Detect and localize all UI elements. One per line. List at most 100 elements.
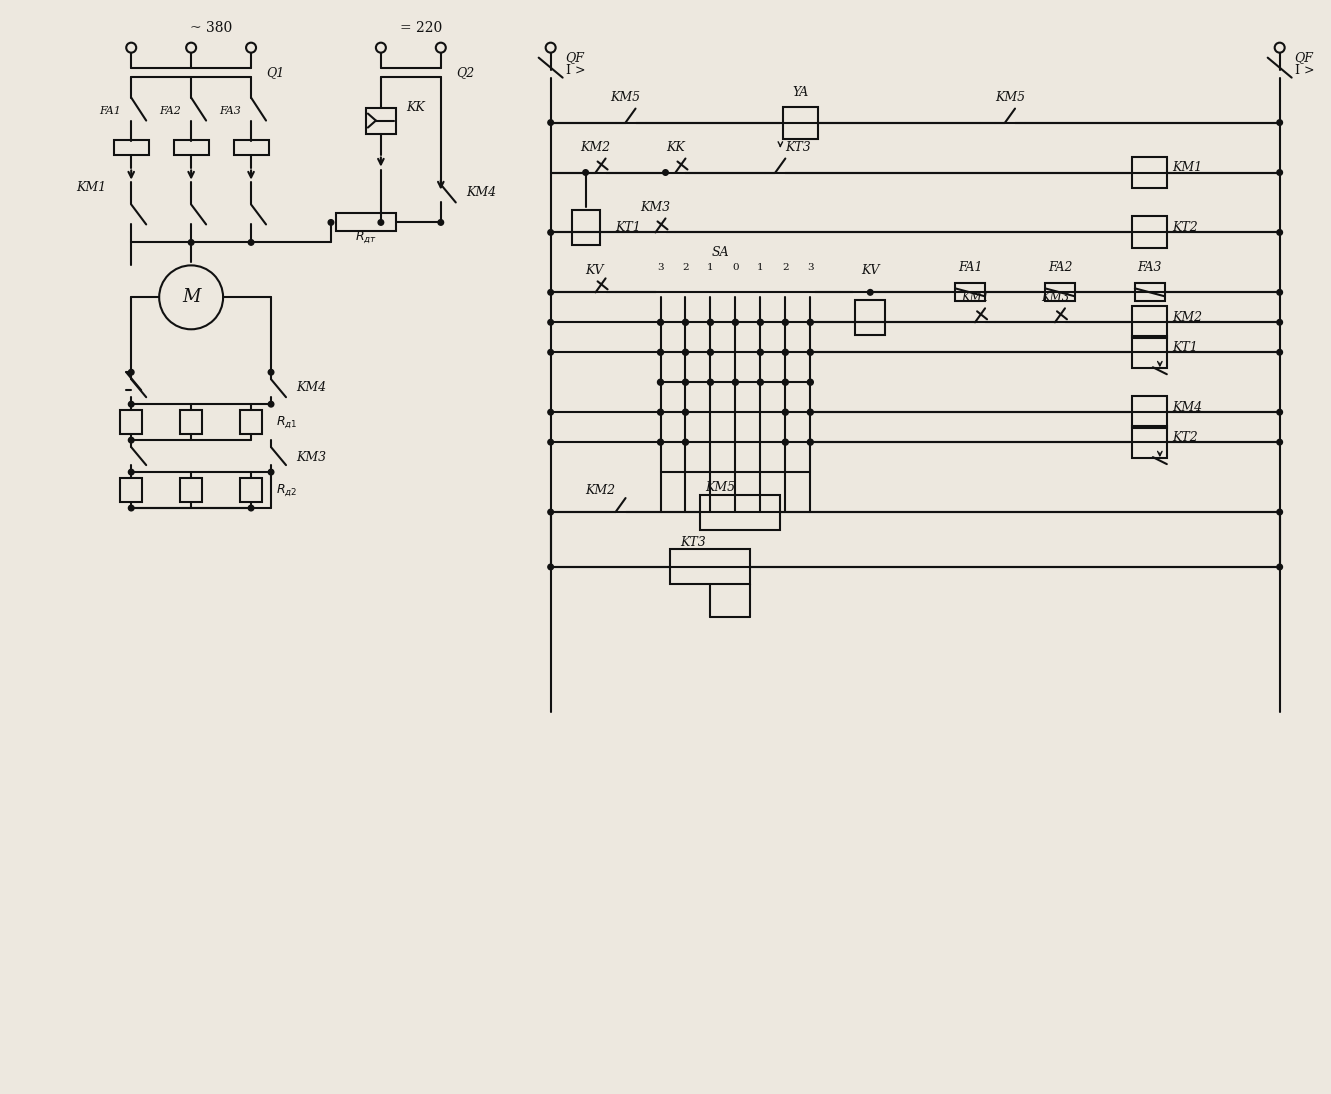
Bar bbox=[1133, 336, 1167, 369]
Bar bbox=[571, 210, 599, 245]
Circle shape bbox=[658, 380, 663, 385]
Bar bbox=[1135, 283, 1165, 301]
Text: I >: I > bbox=[1295, 65, 1314, 78]
Bar bbox=[120, 410, 142, 434]
Circle shape bbox=[128, 438, 134, 443]
Text: FA1: FA1 bbox=[100, 106, 121, 116]
Circle shape bbox=[128, 505, 134, 511]
Bar bbox=[1133, 427, 1167, 458]
Circle shape bbox=[683, 380, 688, 385]
Text: KM1: KM1 bbox=[76, 181, 106, 194]
Bar bbox=[240, 410, 262, 434]
Circle shape bbox=[783, 409, 788, 416]
Text: KT3: KT3 bbox=[785, 141, 811, 154]
Bar bbox=[180, 478, 202, 502]
Text: FA2: FA2 bbox=[1047, 260, 1073, 274]
Circle shape bbox=[329, 220, 334, 225]
Circle shape bbox=[548, 230, 554, 235]
Circle shape bbox=[808, 319, 813, 325]
Text: KM4: KM4 bbox=[1171, 400, 1202, 414]
Circle shape bbox=[783, 319, 788, 325]
Bar bbox=[173, 140, 209, 155]
Text: KM2: KM2 bbox=[580, 141, 611, 154]
Circle shape bbox=[1276, 319, 1283, 325]
Circle shape bbox=[1276, 509, 1283, 515]
Text: FA3: FA3 bbox=[220, 106, 241, 116]
Bar bbox=[240, 478, 262, 502]
Text: KM5: KM5 bbox=[705, 480, 736, 493]
Circle shape bbox=[583, 170, 588, 175]
Circle shape bbox=[708, 349, 713, 356]
Circle shape bbox=[378, 220, 383, 225]
Text: Q2: Q2 bbox=[455, 66, 474, 79]
Bar bbox=[335, 213, 395, 232]
Circle shape bbox=[808, 409, 813, 416]
Circle shape bbox=[757, 380, 764, 385]
Bar bbox=[1133, 217, 1167, 248]
Circle shape bbox=[249, 240, 254, 245]
Circle shape bbox=[128, 370, 134, 375]
Bar bbox=[180, 410, 202, 434]
Circle shape bbox=[189, 240, 194, 245]
Text: 0: 0 bbox=[732, 263, 739, 272]
Text: YA: YA bbox=[792, 86, 808, 100]
Bar bbox=[113, 140, 149, 155]
Circle shape bbox=[732, 380, 739, 385]
Circle shape bbox=[708, 380, 713, 385]
Text: $R_{дт}$: $R_{дт}$ bbox=[355, 230, 377, 245]
Circle shape bbox=[757, 319, 764, 325]
Text: 3: 3 bbox=[807, 263, 813, 272]
Circle shape bbox=[128, 469, 134, 475]
Text: KM5: KM5 bbox=[611, 91, 640, 104]
Text: QF: QF bbox=[566, 51, 584, 65]
Text: 1: 1 bbox=[707, 263, 713, 272]
Circle shape bbox=[1276, 349, 1283, 356]
Circle shape bbox=[548, 409, 554, 415]
Text: KT1: KT1 bbox=[1171, 340, 1198, 353]
Text: SA: SA bbox=[712, 246, 729, 259]
Circle shape bbox=[548, 119, 554, 126]
Text: KT1: KT1 bbox=[615, 221, 642, 234]
Bar bbox=[956, 283, 985, 301]
Circle shape bbox=[269, 469, 274, 475]
Text: KK: KK bbox=[666, 141, 685, 154]
Text: KM3: KM3 bbox=[1041, 291, 1069, 304]
Text: KM4: KM4 bbox=[295, 381, 326, 394]
Circle shape bbox=[658, 349, 663, 356]
Text: M: M bbox=[182, 289, 201, 306]
Text: ~ 380: ~ 380 bbox=[190, 21, 232, 35]
Circle shape bbox=[663, 170, 668, 175]
Text: QF: QF bbox=[1295, 51, 1314, 65]
Text: $R_{д2}$: $R_{д2}$ bbox=[276, 482, 297, 498]
Circle shape bbox=[683, 439, 688, 445]
Circle shape bbox=[683, 409, 688, 416]
Text: KT3: KT3 bbox=[680, 535, 707, 548]
Text: 2: 2 bbox=[783, 263, 789, 272]
Circle shape bbox=[548, 319, 554, 325]
Text: KM2: KM2 bbox=[1171, 311, 1202, 324]
Bar bbox=[700, 494, 780, 529]
Text: KM2: KM2 bbox=[586, 484, 616, 497]
Circle shape bbox=[548, 349, 554, 356]
Circle shape bbox=[1276, 230, 1283, 235]
Circle shape bbox=[783, 439, 788, 445]
Text: KT2: KT2 bbox=[1171, 221, 1198, 234]
Circle shape bbox=[269, 370, 274, 375]
Circle shape bbox=[808, 439, 813, 445]
Text: KK: KK bbox=[406, 101, 425, 114]
Circle shape bbox=[868, 290, 873, 295]
Text: KM1: KM1 bbox=[1171, 161, 1202, 174]
Text: 1: 1 bbox=[757, 263, 764, 272]
Circle shape bbox=[249, 505, 254, 511]
Text: FA3: FA3 bbox=[1138, 260, 1162, 274]
Text: = 220: = 220 bbox=[399, 21, 442, 35]
Text: KM4: KM4 bbox=[466, 186, 496, 199]
Text: Q1: Q1 bbox=[266, 66, 285, 79]
Circle shape bbox=[658, 319, 663, 325]
Text: I >: I > bbox=[566, 65, 586, 78]
Text: KM3: KM3 bbox=[295, 451, 326, 464]
Circle shape bbox=[128, 401, 134, 407]
Text: KM3: KM3 bbox=[640, 201, 671, 214]
Circle shape bbox=[808, 349, 813, 356]
Text: KV: KV bbox=[861, 264, 880, 277]
